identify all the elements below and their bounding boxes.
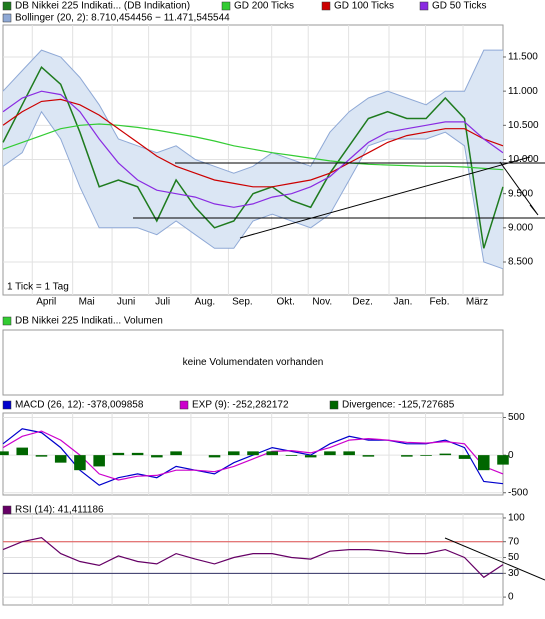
- legend-swatch: [2, 505, 12, 515]
- divergence-bar: [497, 455, 509, 465]
- legend-label: Bollinger (20, 2): 8.710,454456 − 11.471…: [15, 13, 230, 24]
- x-tick-label: Dez.: [352, 297, 373, 308]
- y-tick-label: 11.000: [508, 86, 538, 97]
- x-tick-label: Feb.: [430, 297, 450, 308]
- divergence-bar: [266, 451, 278, 456]
- y-tick-label: 11.500: [508, 52, 538, 63]
- legend-label: MACD (26, 12): -378,009858: [15, 400, 144, 411]
- divergence-bar: [93, 455, 105, 467]
- divergence-bar: [151, 455, 163, 458]
- series-line: [2, 537, 504, 579]
- band-fill: [3, 50, 503, 269]
- series-line: [2, 90, 504, 208]
- x-tick-label: April: [36, 297, 56, 308]
- divergence-bar: [420, 455, 432, 456]
- x-tick-label: Jan.: [394, 297, 413, 308]
- divergence-bar: [401, 455, 413, 457]
- y-tick-label: 10.000: [508, 154, 539, 165]
- legend-swatch: [179, 400, 189, 410]
- series-line: [2, 430, 504, 481]
- arrow: [499, 161, 539, 216]
- legend-swatch: [2, 13, 12, 23]
- y-tick-label: -500: [508, 487, 528, 498]
- y-tick-label: 100: [508, 513, 525, 524]
- divergence-bar: [247, 451, 259, 456]
- legend-swatch: [2, 400, 12, 410]
- y-tick-label: 9.000: [508, 222, 533, 233]
- legend-label: DB Nikkei 225 Indikati... Volumen: [15, 316, 163, 327]
- y-tick-label: 8.500: [508, 257, 533, 268]
- legend-label: RSI (14): 41,411186: [15, 505, 104, 516]
- y-tick-label: 30: [508, 568, 520, 579]
- x-tick-label: Mai: [79, 297, 95, 308]
- divergence-bar: [112, 452, 125, 456]
- series-line: [2, 123, 504, 171]
- x-tick-label: Aug.: [195, 297, 216, 308]
- divergence-bar: [324, 451, 336, 456]
- series-line: [2, 65, 504, 249]
- band-lower: [2, 110, 504, 270]
- y-tick-label: 9.500: [508, 188, 533, 199]
- y-tick-label: 0: [508, 592, 514, 603]
- plots: April Mai Juni Juli Aug. Sep. Okt. Nov. Dez. Jan.…: [0, 1, 539, 605]
- trend-lines: [133, 156, 545, 581]
- legend-swatch: [329, 400, 339, 410]
- divergence-bar: [35, 455, 48, 457]
- series-line: [2, 98, 504, 188]
- legend-label: GD 100 Ticks: [334, 1, 394, 12]
- legend-label: EXP (9): -252,282172: [192, 400, 289, 411]
- legend-swatch: [2, 1, 12, 11]
- legend-label: Divergence: -125,727685: [342, 400, 455, 411]
- legend-swatch: [221, 1, 231, 11]
- legend-label: GD 50 Ticks: [432, 1, 486, 12]
- x-tick-label: Juni: [117, 297, 135, 308]
- divergence-bar: [228, 451, 240, 456]
- divergence-bar: [478, 455, 490, 471]
- divergence-bar: [343, 451, 355, 456]
- y-tick-label: 50: [508, 552, 520, 563]
- divergence-bar: [170, 451, 182, 456]
- divergence-bar: [439, 453, 452, 456]
- x-tick-label: März: [466, 297, 488, 308]
- x-tick-label: Nov.: [312, 297, 332, 308]
- divergence-bar: [458, 455, 471, 459]
- legend-swatch: [321, 1, 331, 11]
- divergence-bar: [16, 447, 28, 456]
- y-tick-label: 500: [508, 412, 525, 423]
- note: 1 Tick = 1 Tag: [7, 282, 69, 293]
- divergence-bar: [285, 455, 298, 456]
- trend-line: [239, 156, 531, 239]
- y-tick-label: 0: [508, 450, 514, 461]
- divergence-bar: [54, 455, 67, 463]
- divergence-bar: [74, 455, 86, 471]
- volume-panel-frame: [2, 329, 504, 396]
- band-upper: [2, 49, 503, 174]
- y-tick-label: 70: [508, 536, 520, 547]
- x-tick-label: Okt.: [277, 297, 295, 308]
- legend-label: GD 200 Ticks: [234, 1, 294, 12]
- divergence-bar: [0, 451, 9, 456]
- trend-line: [444, 537, 545, 581]
- x-tick-label: Juli: [155, 297, 170, 308]
- x-tick-label: Sep.: [232, 297, 253, 308]
- y-tick-label: 10.500: [508, 120, 539, 131]
- legend-label: DB Nikkei 225 Indikati... (DB Indikation…: [15, 1, 190, 12]
- legend-swatch: [419, 1, 429, 11]
- divergence-bar: [131, 452, 144, 456]
- legend-swatch: [2, 316, 12, 326]
- rsi-panel-frame: [2, 513, 504, 606]
- empty-message: keine Volumendaten vorhanden: [183, 357, 324, 368]
- divergence-bar: [362, 455, 375, 457]
- divergence-bar: [304, 455, 317, 458]
- divergence-bar: [208, 455, 221, 458]
